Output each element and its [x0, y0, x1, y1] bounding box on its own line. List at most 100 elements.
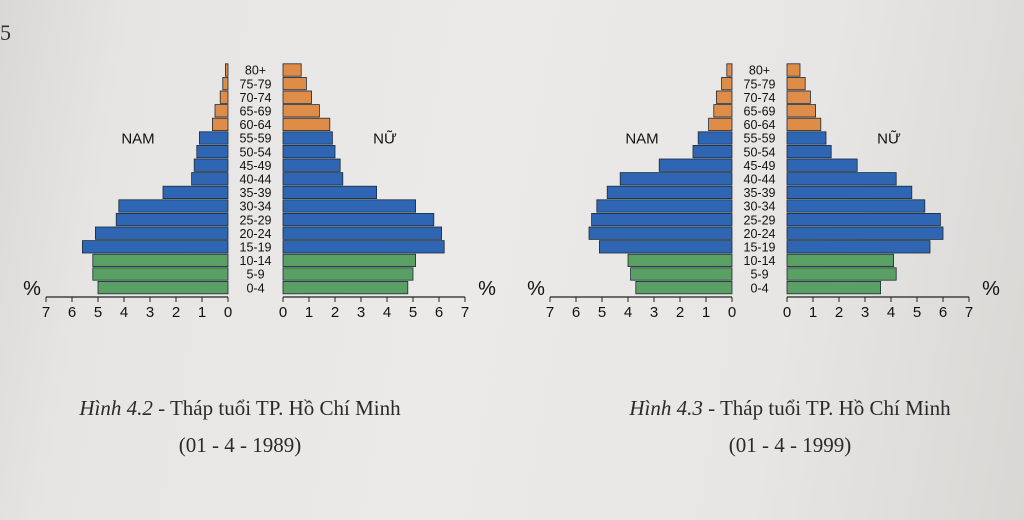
bar-female-80+: [786, 63, 801, 77]
bar-male-80+: [224, 63, 229, 77]
bar-male-55-59: [198, 131, 229, 145]
age-label-5-9: 5-9: [750, 268, 768, 282]
age-label-55-59: 55-59: [240, 132, 272, 146]
bar-female-25-29: [786, 212, 941, 227]
tick-label-left-4: 4: [624, 304, 632, 320]
caption-1989: Hình 4.2 - Tháp tuổi TP. Hồ Chí Minh (01…: [30, 396, 450, 458]
age-label-35-39: 35-39: [744, 186, 776, 200]
bar-female-55-59: [282, 131, 333, 145]
caption-title-1989: Tháp tuổi TP. Hồ Chí Minh: [169, 396, 401, 420]
bar-male-15-19: [599, 240, 733, 254]
caption-label-1989: Hình 4.2: [79, 396, 153, 420]
age-label-65-69: 65-69: [744, 105, 776, 119]
bar-male-35-39: [606, 185, 733, 199]
bar-male-50-54: [692, 144, 733, 159]
bar-female-40-44: [282, 172, 344, 186]
bar-female-60-64: [786, 117, 822, 131]
tick-label-left-1: 1: [198, 304, 206, 320]
tick-label-left-1: 1: [702, 304, 710, 320]
page-marker: 5: [0, 20, 11, 45]
unit-label-right: %: [478, 278, 496, 300]
age-label-0-4: 0-4: [246, 281, 264, 295]
bar-male-0-4: [635, 280, 733, 295]
age-label-45-49: 45-49: [240, 159, 272, 173]
unit-label-right: %: [982, 278, 1000, 300]
bar-female-5-9: [282, 267, 414, 281]
age-label-70-74: 70-74: [240, 91, 272, 105]
bar-female-0-4: [282, 280, 409, 295]
age-label-40-44: 40-44: [744, 173, 776, 187]
bar-male-20-24: [588, 226, 733, 240]
bar-female-50-54: [282, 144, 336, 159]
tick-label-right-1: 1: [809, 304, 817, 320]
age-label-60-64: 60-64: [744, 118, 776, 132]
bar-female-75-79: [282, 77, 307, 91]
bar-female-0-4: [786, 280, 881, 295]
bar-male-60-64: [211, 117, 229, 131]
age-label-25-29: 25-29: [240, 213, 272, 227]
tick-label-left-5: 5: [94, 304, 102, 320]
age-label-25-29: 25-29: [744, 213, 776, 227]
tick-label-left-2: 2: [676, 304, 684, 320]
caption-date-1989: (01 - 4 - 1989): [178, 433, 302, 457]
age-label-0-4: 0-4: [750, 281, 768, 295]
bar-male-60-64: [708, 117, 733, 131]
age-label-10-14: 10-14: [240, 254, 272, 268]
age-label-20-24: 20-24: [240, 227, 272, 241]
bar-female-5-9: [786, 267, 897, 281]
unit-label-left: %: [23, 278, 41, 300]
tick-label-left-6: 6: [572, 304, 580, 320]
series-label-male: NAM: [625, 130, 658, 147]
bar-male-10-14: [92, 253, 229, 267]
bar-female-45-49: [282, 158, 341, 172]
bar-male-35-39: [162, 185, 229, 199]
tick-label-left-0: 0: [224, 304, 232, 320]
tick-label-left-5: 5: [598, 304, 606, 320]
tick-label-right-3: 3: [357, 304, 365, 320]
bar-male-45-49: [658, 158, 733, 172]
bar-male-75-79: [721, 77, 733, 91]
caption-1999: Hình 4.3 - Tháp tuổi TP. Hồ Chí Minh (01…: [580, 396, 1000, 458]
bar-male-55-59: [697, 131, 733, 145]
tick-label-right-5: 5: [913, 304, 921, 320]
bar-male-10-14: [627, 253, 733, 267]
bar-male-25-29: [591, 212, 733, 227]
population-pyramid-1989: 0-45-910-1415-1920-2425-2930-3435-3940-4…: [23, 63, 496, 320]
bar-female-80+: [282, 63, 302, 77]
tick-label-left-7: 7: [42, 304, 50, 320]
bar-male-70-74: [715, 90, 733, 104]
age-label-55-59: 55-59: [744, 132, 776, 146]
tick-label-right-1: 1: [305, 304, 313, 320]
tick-label-left-3: 3: [650, 304, 658, 320]
bar-male-65-69: [713, 104, 733, 118]
bar-female-75-79: [786, 77, 806, 91]
tick-label-right-4: 4: [887, 304, 895, 320]
bar-male-50-54: [196, 144, 229, 159]
bar-female-20-24: [786, 226, 944, 240]
tick-label-right-0: 0: [279, 304, 287, 320]
bar-female-25-29: [282, 212, 435, 227]
age-label-45-49: 45-49: [744, 159, 776, 173]
bar-female-45-49: [786, 158, 858, 172]
age-label-50-54: 50-54: [744, 145, 776, 159]
bar-female-10-14: [282, 253, 417, 267]
bar-male-15-19: [82, 240, 229, 254]
age-label-75-79: 75-79: [744, 77, 776, 91]
age-label-75-79: 75-79: [240, 77, 272, 91]
bar-male-30-34: [118, 199, 229, 213]
bar-female-15-19: [786, 240, 931, 254]
bar-female-65-69: [786, 104, 817, 118]
bar-female-60-64: [282, 117, 331, 131]
age-label-15-19: 15-19: [744, 241, 776, 255]
tick-label-right-2: 2: [331, 304, 339, 320]
bar-female-55-59: [786, 131, 827, 145]
tick-label-left-2: 2: [172, 304, 180, 320]
tick-label-left-6: 6: [68, 304, 76, 320]
bar-male-75-79: [222, 77, 229, 91]
age-label-80+: 80+: [245, 64, 266, 78]
bar-female-70-74: [786, 90, 811, 104]
bar-male-80+: [726, 63, 733, 77]
tick-label-right-2: 2: [835, 304, 843, 320]
bar-female-35-39: [282, 185, 377, 199]
